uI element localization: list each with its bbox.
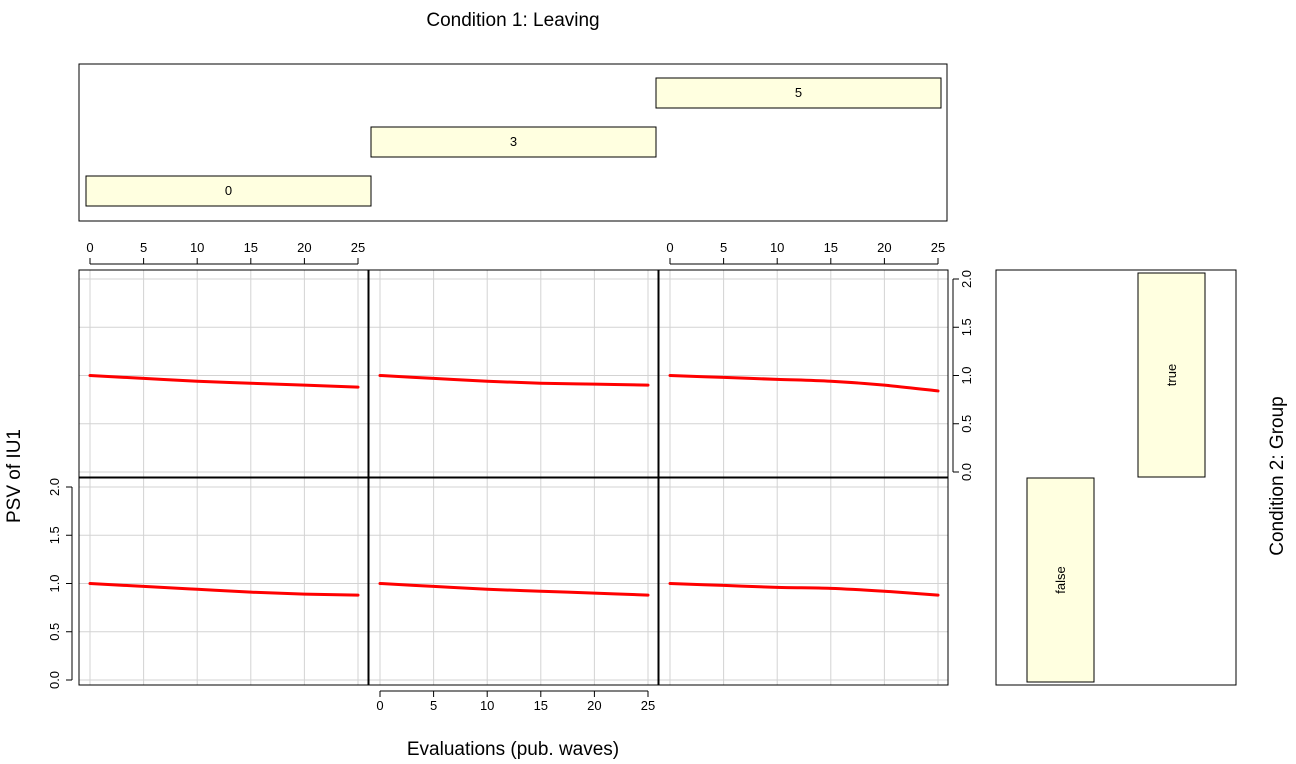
row-strip-rect bbox=[1026, 477, 1095, 683]
column-strip-rect bbox=[655, 77, 942, 109]
x-tick-label: 15 bbox=[534, 698, 548, 713]
y-axis-row-true: 0.0 0.5 1.0 1.5 2.0 bbox=[952, 270, 974, 481]
panel-true-0 bbox=[78, 269, 369, 478]
panel-true-3 bbox=[368, 269, 659, 478]
row-strip-label: false bbox=[1053, 566, 1068, 593]
x-axis-col-0: 0 5 10 15 20 25 bbox=[86, 240, 365, 265]
y-tick-label: 2.0 bbox=[47, 478, 62, 496]
column-strip-box bbox=[78, 63, 948, 222]
y-tick-label: 0.0 bbox=[47, 671, 62, 689]
x-axis-title: Evaluations (pub. waves) bbox=[407, 739, 619, 760]
column-strip-0: 0 bbox=[85, 175, 372, 207]
x-tick-label: 20 bbox=[877, 240, 891, 255]
y-tick-label: 0.5 bbox=[959, 415, 974, 433]
series-line-false-0 bbox=[88, 582, 360, 597]
y-tick-label: 2.0 bbox=[959, 270, 974, 288]
x-tick-label: 5 bbox=[720, 240, 727, 255]
panel-border bbox=[78, 477, 369, 686]
panel-border bbox=[368, 477, 659, 686]
column-strip-label: 3 bbox=[510, 134, 517, 149]
panel-border bbox=[78, 269, 369, 478]
row-strip-box bbox=[995, 269, 1237, 686]
x-tick-label: 5 bbox=[140, 240, 147, 255]
column-strip-5: 5 bbox=[655, 77, 942, 109]
series-line-false-3 bbox=[378, 582, 650, 597]
chart-title: Condition 1: Leaving bbox=[426, 10, 599, 31]
panel-border bbox=[658, 269, 949, 478]
panel-grid bbox=[78, 269, 949, 686]
row-strips: true false bbox=[1026, 272, 1206, 683]
y-tick-label: 1.0 bbox=[959, 366, 974, 384]
column-strip-rect bbox=[85, 175, 372, 207]
panel-false-5 bbox=[658, 477, 949, 686]
column-strip-rect bbox=[370, 126, 657, 158]
row-strip-rect bbox=[1137, 272, 1206, 478]
panel-border bbox=[368, 269, 659, 478]
column-strip-3: 3 bbox=[370, 126, 657, 158]
y-tick-label: 0.0 bbox=[959, 463, 974, 481]
row-strip-label: true bbox=[1164, 364, 1179, 386]
series-line-true-5 bbox=[668, 374, 940, 393]
x-tick-label: 20 bbox=[297, 240, 311, 255]
x-tick-label: 5 bbox=[430, 698, 437, 713]
x-tick-label: 25 bbox=[641, 698, 655, 713]
y-axis-row-false: 0.0 0.5 1.0 1.5 2.0 bbox=[47, 478, 73, 689]
series-line-false-5 bbox=[668, 582, 940, 597]
series-line-true-0 bbox=[88, 374, 360, 389]
column-strip-label: 0 bbox=[225, 183, 232, 198]
x-tick-label: 10 bbox=[770, 240, 784, 255]
column-strips: 0 3 5 bbox=[85, 77, 942, 207]
row-condition-title: Condition 2: Group bbox=[1267, 396, 1288, 556]
series-line-true-3 bbox=[378, 374, 650, 387]
y-tick-label: 0.5 bbox=[47, 623, 62, 641]
x-tick-label: 25 bbox=[351, 240, 365, 255]
x-tick-label: 0 bbox=[666, 240, 673, 255]
x-tick-label: 20 bbox=[587, 698, 601, 713]
axes: 0 5 10 15 20 25 0 5 10 15 20 25 0 5 10 15 20 25 0.0 0.5 1.0 1… bbox=[47, 240, 974, 713]
x-tick-label: 15 bbox=[824, 240, 838, 255]
row-strip-false: false bbox=[1026, 477, 1095, 683]
panel-border bbox=[658, 477, 949, 686]
column-strip-label: 5 bbox=[795, 85, 802, 100]
row-strip-true: true bbox=[1137, 272, 1206, 478]
y-tick-label: 1.5 bbox=[959, 318, 974, 336]
y-tick-label: 1.0 bbox=[47, 574, 62, 592]
y-axis-title: PSV of IU1 bbox=[4, 429, 25, 523]
x-axis-col-3: 0 5 10 15 20 25 bbox=[376, 690, 655, 713]
x-tick-label: 0 bbox=[86, 240, 93, 255]
x-tick-label: 10 bbox=[190, 240, 204, 255]
x-tick-label: 0 bbox=[376, 698, 383, 713]
x-tick-label: 15 bbox=[244, 240, 258, 255]
panel-true-5 bbox=[658, 269, 949, 478]
panel-false-3 bbox=[368, 477, 659, 686]
x-tick-label: 10 bbox=[480, 698, 494, 713]
panel-false-0 bbox=[78, 477, 369, 686]
x-tick-label: 25 bbox=[931, 240, 945, 255]
x-axis-col-5: 0 5 10 15 20 25 bbox=[666, 240, 945, 265]
y-tick-label: 1.5 bbox=[47, 526, 62, 544]
